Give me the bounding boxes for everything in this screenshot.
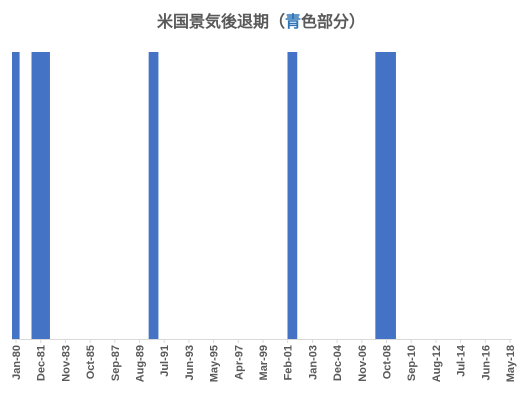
recession-bar-4 bbox=[287, 52, 298, 339]
x-tick-label: Jun-16 bbox=[480, 345, 492, 380]
x-tick-label: Jan-03 bbox=[307, 345, 319, 380]
x-tick-label: Jul-14 bbox=[456, 344, 468, 377]
x-tick-label: Oct-85 bbox=[85, 345, 97, 379]
x-tick-label: Aug-89 bbox=[135, 345, 147, 382]
x-tick-label: Oct-08 bbox=[382, 345, 394, 379]
x-tick-label: Nov-06 bbox=[357, 345, 369, 382]
x-tick-label: Aug-12 bbox=[431, 345, 443, 382]
x-tick-label: Dec-81 bbox=[36, 345, 48, 381]
recession-bar-1 bbox=[12, 52, 20, 339]
x-tick-label: Jun-93 bbox=[184, 345, 196, 380]
x-tick-label: Jan-80 bbox=[11, 345, 23, 380]
recession-bar-2 bbox=[31, 52, 50, 339]
recession-bar-5 bbox=[375, 52, 396, 339]
x-tick-label: Feb-01 bbox=[283, 345, 295, 380]
x-tick-label: Jul-91 bbox=[159, 345, 171, 377]
x-tick-label: Dec-04 bbox=[332, 344, 344, 381]
x-tick-label: Sep-10 bbox=[406, 345, 418, 381]
x-tick-label: Sep-87 bbox=[110, 345, 122, 381]
x-tick-label: Apr-97 bbox=[233, 345, 245, 380]
chart-title-highlight: 青 bbox=[284, 14, 301, 31]
x-tick-label: Mar-99 bbox=[258, 345, 270, 380]
chart-title: 米国景気後退期（青色部分） bbox=[0, 8, 522, 32]
x-tick-label: May-95 bbox=[209, 345, 221, 382]
x-tick-label: Nov-83 bbox=[60, 345, 72, 382]
chart-title-suffix: 色部分） bbox=[301, 14, 366, 31]
recession-bar-3 bbox=[148, 52, 159, 339]
x-tick-label: May-18 bbox=[505, 345, 517, 382]
chart-title-prefix: 米国景気後退期（ bbox=[156, 14, 285, 31]
